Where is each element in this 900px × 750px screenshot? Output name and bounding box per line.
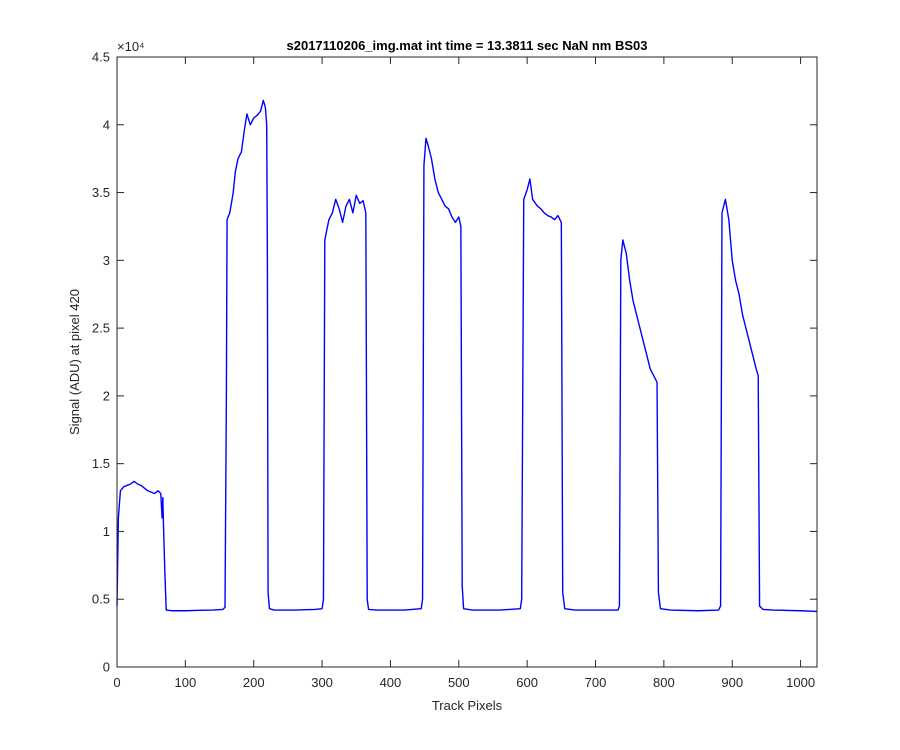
y-tick-label: 4.5 [92,50,110,65]
x-tick-label: 1000 [786,675,815,690]
y-tick-label: 4 [103,117,110,132]
data-layer [116,99,818,613]
x-tick-label: 200 [243,675,265,690]
x-ticks: 0 100 200 300 400 500 600 700 800 900 1000 [113,57,815,690]
x-tick-label: 600 [516,675,538,690]
x-tick-label: 500 [448,675,470,690]
chart-title: s2017110206_img.mat int time = 13.3811 s… [287,38,648,53]
y-exponent-label: ×10⁴ [117,39,145,54]
x-tick-label: 800 [653,675,675,690]
x-tick-label: 100 [175,675,197,690]
x-axis-label: Track Pixels [432,698,503,713]
x-tick-label: 900 [721,675,743,690]
y-tick-label: 3 [103,253,110,268]
y-tick-label: 0 [103,660,110,675]
axes-box [116,56,818,668]
x-tick-label: 0 [113,675,120,690]
series-line-0 [116,99,818,613]
x-tick-label: 400 [380,675,402,690]
y-tick-label: 2.5 [92,321,110,336]
y-tick-label: 3.5 [92,185,110,200]
y-tick-label: 0.5 [92,592,110,607]
y-tick-label: 2 [103,388,110,403]
y-tick-label: 1.5 [92,456,110,471]
plot-area [117,57,817,667]
x-tick-label: 300 [311,675,333,690]
y-tick-label: 1 [103,524,110,539]
x-tick-label: 700 [585,675,607,690]
y-axis-label: Signal (ADU) at pixel 420 [67,289,82,435]
y-ticks: 0 0.5 1 1.5 2 2.5 3 3.5 4 4.5 [92,50,817,675]
